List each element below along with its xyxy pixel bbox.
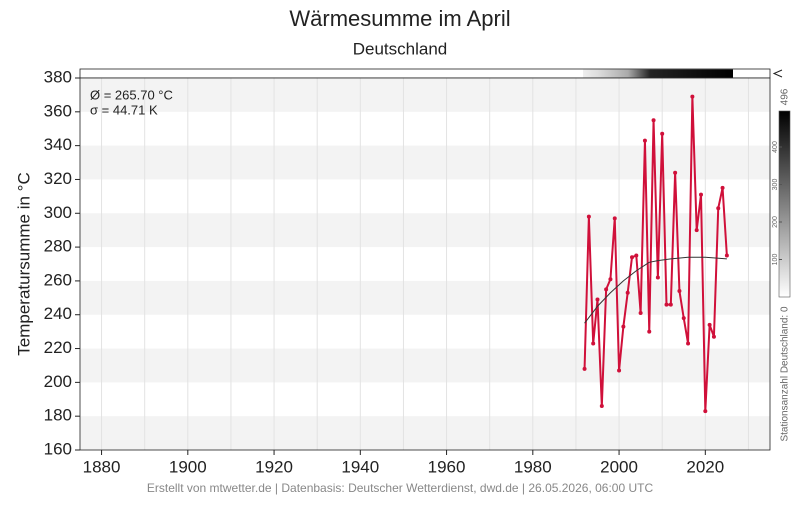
- chart-title: Wärmesumme im April: [289, 6, 510, 31]
- trend-line: [584, 256, 727, 324]
- data-point: [612, 216, 617, 221]
- data-point: [625, 290, 630, 295]
- data-point: [604, 287, 609, 292]
- grid-band: [80, 280, 770, 315]
- data-point: [664, 302, 669, 307]
- data-point: [694, 228, 699, 233]
- grid-band: [80, 416, 770, 450]
- data-point: [586, 214, 591, 219]
- grid-band: [80, 213, 770, 248]
- data-point: [630, 255, 634, 260]
- data-point: [638, 311, 643, 316]
- data-point: [673, 170, 678, 175]
- data-point: [677, 289, 682, 294]
- data-point: [608, 277, 613, 282]
- y-tick-label: 280: [44, 237, 72, 256]
- y-tick-label: 220: [44, 338, 72, 357]
- data-point: [720, 185, 725, 190]
- data-point: [681, 316, 686, 321]
- data-point: [655, 275, 660, 280]
- data-point: [647, 329, 652, 334]
- y-tick-label: 380: [44, 67, 72, 86]
- data-point: [591, 341, 596, 346]
- data-point: [703, 409, 708, 414]
- data-point: [617, 368, 622, 373]
- grid-band: [80, 145, 770, 180]
- data-point: [651, 118, 656, 123]
- data-point: [582, 366, 587, 371]
- y-tick-label: 340: [44, 135, 72, 154]
- annotation: σ = 44.71 K: [90, 102, 158, 117]
- data-point: [711, 334, 716, 339]
- x-tick-label: 1960: [428, 457, 466, 476]
- colorbar-max-label: 496: [780, 88, 791, 105]
- annotation: Ø = 265.70 °C: [90, 87, 173, 102]
- data-point: [599, 404, 604, 409]
- colorbar: [778, 110, 791, 298]
- x-tick-label: 1880: [83, 457, 121, 476]
- data-point: [690, 94, 695, 99]
- grid-band: [80, 348, 770, 383]
- data-point: [621, 324, 626, 329]
- y-tick-label: 260: [44, 270, 72, 289]
- colorbar-tick-label: 100: [772, 254, 779, 266]
- x-tick-label: 1920: [255, 457, 293, 476]
- data-point: [724, 253, 729, 258]
- chart-subtitle: Deutschland: [353, 39, 448, 58]
- data-line: [583, 95, 728, 413]
- x-tick-label: 2000: [600, 457, 638, 476]
- plot-frame: [79, 77, 771, 451]
- x-tick-label: 1940: [341, 457, 379, 476]
- y-tick-label: 300: [44, 203, 72, 222]
- y-tick-label: 200: [44, 372, 72, 391]
- colorbar-tick-label: 200: [772, 216, 779, 228]
- data-point: [668, 302, 673, 307]
- y-tick-label: 360: [44, 101, 72, 120]
- y-axis-label: Temperatursumme in °C: [14, 172, 33, 355]
- colorbar-label: Stationsanzahl Deutschland: 0: [780, 306, 791, 442]
- footer: Erstellt von mtwetter.de | Datenbasis: D…: [147, 481, 654, 495]
- y-tick-label: 240: [44, 304, 72, 323]
- y-tick-label: 180: [44, 406, 72, 425]
- x-tick-label: 1980: [514, 457, 552, 476]
- data-point: [634, 253, 639, 258]
- data-point: [699, 192, 703, 197]
- data-point: [642, 138, 647, 143]
- x-tick-label: 2020: [686, 457, 724, 476]
- y-tick-label: 320: [44, 169, 72, 188]
- data-point: [660, 131, 665, 136]
- data-point: [686, 341, 691, 346]
- colorbar-tick-label: 400: [772, 141, 779, 153]
- data-point: [716, 206, 721, 211]
- colorbar-tick-label: 300: [772, 179, 779, 191]
- grid-band: [80, 78, 770, 112]
- station-stripe: [583, 69, 733, 78]
- data-point: [707, 322, 712, 327]
- y-tick-label: 160: [44, 439, 72, 458]
- x-tick-label: 1900: [169, 457, 207, 476]
- data-point: [595, 297, 600, 302]
- stripe-arrow: [772, 69, 783, 78]
